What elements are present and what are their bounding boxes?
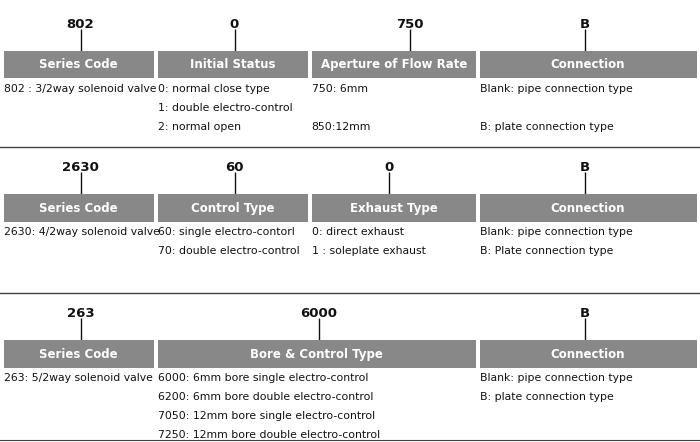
Text: Blank: pipe connection type: Blank: pipe connection type <box>480 227 632 237</box>
Text: Connection: Connection <box>551 202 625 215</box>
Text: 1 : soleplate exhaust: 1 : soleplate exhaust <box>312 246 426 256</box>
Text: 850:12mm: 850:12mm <box>312 122 371 132</box>
Text: 750: 750 <box>395 18 423 30</box>
Text: 2: normal open: 2: normal open <box>158 122 241 132</box>
Text: 70: double electro-control: 70: double electro-control <box>158 246 299 256</box>
Text: 0: 0 <box>384 161 393 174</box>
Text: Series Code: Series Code <box>39 58 118 71</box>
Text: B: plate connection type: B: plate connection type <box>480 392 613 402</box>
Bar <box>312 51 476 78</box>
Bar <box>4 340 154 368</box>
Bar <box>312 194 476 222</box>
Text: 2630: 2630 <box>62 161 99 174</box>
Bar <box>158 340 476 368</box>
Bar <box>480 340 696 368</box>
Text: 263: 263 <box>66 307 94 320</box>
Text: B: B <box>580 307 589 320</box>
Text: Blank: pipe connection type: Blank: pipe connection type <box>480 84 632 94</box>
Text: Aperture of Flow Rate: Aperture of Flow Rate <box>321 58 467 71</box>
Text: Control Type: Control Type <box>191 202 274 215</box>
Text: 2630: 4/2way solenoid valve: 2630: 4/2way solenoid valve <box>4 227 160 237</box>
Text: 0: normal close type: 0: normal close type <box>158 84 270 94</box>
Text: 60: 60 <box>225 161 244 174</box>
Bar <box>480 51 696 78</box>
Text: B: B <box>580 18 589 30</box>
Text: 6000: 6000 <box>300 307 337 320</box>
Text: Blank: pipe connection type: Blank: pipe connection type <box>480 373 632 383</box>
Text: Exhaust Type: Exhaust Type <box>350 202 438 215</box>
Text: Series Code: Series Code <box>39 202 118 215</box>
Bar <box>480 194 696 222</box>
Bar <box>158 51 308 78</box>
Text: 6200: 6mm bore double electro-control: 6200: 6mm bore double electro-control <box>158 392 373 402</box>
Text: Bore & Control Type: Bore & Control Type <box>251 347 383 361</box>
Text: 7050: 12mm bore single electro-control: 7050: 12mm bore single electro-control <box>158 411 374 421</box>
Text: 802 : 3/2way solenoid valve: 802 : 3/2way solenoid valve <box>4 84 156 94</box>
Text: 0: 0 <box>230 18 239 30</box>
Text: 750: 6mm: 750: 6mm <box>312 84 368 94</box>
Text: Connection: Connection <box>551 347 625 361</box>
Text: Connection: Connection <box>551 58 625 71</box>
Text: 60: single electro-contorl: 60: single electro-contorl <box>158 227 294 237</box>
Text: Series Code: Series Code <box>39 347 118 361</box>
Text: B: B <box>580 161 589 174</box>
Bar <box>4 51 154 78</box>
Text: 802: 802 <box>66 18 94 30</box>
Text: 0: direct exhaust: 0: direct exhaust <box>312 227 403 237</box>
Text: Initial Status: Initial Status <box>190 58 276 71</box>
Bar <box>158 194 308 222</box>
Text: 6000: 6mm bore single electro-control: 6000: 6mm bore single electro-control <box>158 373 368 383</box>
Text: 7250: 12mm bore double electro-control: 7250: 12mm bore double electro-control <box>158 430 379 440</box>
Bar <box>4 194 154 222</box>
Text: 263: 5/2way solenoid valve: 263: 5/2way solenoid valve <box>4 373 153 383</box>
Text: B: Plate connection type: B: Plate connection type <box>480 246 613 256</box>
Text: B: plate connection type: B: plate connection type <box>480 122 613 132</box>
Text: 1: double electro-control: 1: double electro-control <box>158 103 292 113</box>
